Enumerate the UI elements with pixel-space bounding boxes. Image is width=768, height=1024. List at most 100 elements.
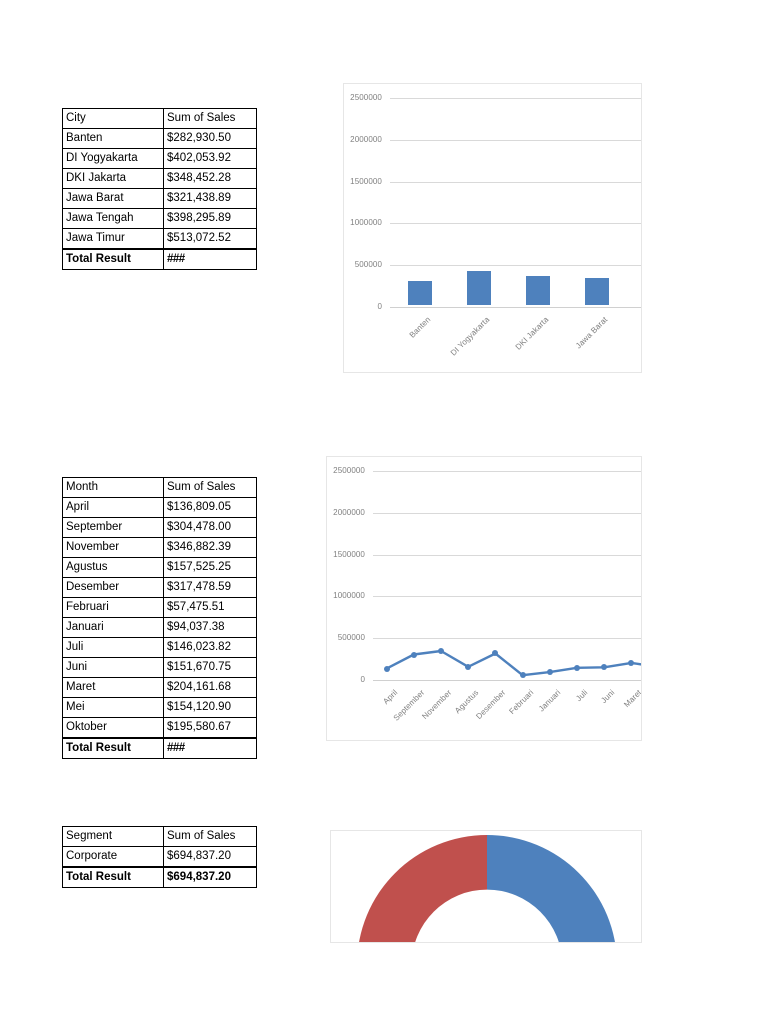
y-axis-tick-label: 2500000 — [333, 466, 365, 475]
currency-symbol: $ — [167, 521, 174, 533]
cell-amount: $57,475.51 — [163, 597, 257, 618]
y-axis-tick-label: 0 — [360, 675, 365, 684]
data-point-marker — [410, 651, 417, 658]
gridline — [390, 265, 641, 266]
doughnut-chart-segment[interactable] — [330, 830, 642, 943]
y-axis-tick-label: 0 — [377, 302, 382, 311]
cell-label: Juni — [62, 657, 164, 678]
column-header-segment: Segment — [62, 826, 164, 847]
table-header-row: City Sum of Sales — [62, 108, 257, 129]
table-total-row: Total Result ### — [62, 248, 257, 270]
y-axis-tick-label: 1000000 — [350, 218, 382, 228]
currency-symbol: $ — [167, 561, 174, 573]
table-row: Februari $57,475.51 — [62, 597, 257, 618]
currency-symbol: $ — [167, 232, 174, 244]
cell-label: Maret — [62, 677, 164, 698]
amount-value: 346,882.39 — [173, 541, 231, 553]
currency-symbol: $ — [167, 621, 174, 633]
amount-value: 304,478.00 — [173, 521, 231, 533]
total-amount: $694,837.20 — [163, 866, 257, 888]
cell-amount: $195,580.67 — [163, 717, 257, 739]
bar-chart-plot-area: 0 500000 1000000 1500000 2000000 2500000 Bante… — [344, 84, 641, 372]
cell-amount: $321,438.89 — [163, 188, 257, 209]
axis-line-zero — [390, 307, 641, 308]
cell-label: Juli — [62, 637, 164, 658]
data-point-marker — [438, 648, 444, 654]
cell-label: Februari — [62, 597, 164, 618]
bar — [408, 281, 432, 305]
y-axis-tick-label: 2000000 — [350, 134, 382, 144]
amount-value: 157,525.25 — [173, 561, 231, 573]
cell-label: DKI Jakarta — [62, 168, 164, 189]
doughnut-slice — [487, 835, 615, 942]
amount-value: 282,930.50 — [173, 132, 231, 144]
table-row: September $304,478.00 — [62, 517, 257, 538]
gridline — [390, 98, 641, 99]
line-series-path — [385, 649, 641, 677]
doughnut-slices — [359, 835, 615, 942]
column-header-month: Month — [62, 477, 164, 498]
axis-line-zero — [373, 680, 641, 681]
currency-symbol: $ — [167, 850, 174, 862]
x-axis-tick-label: DI Yogyakarta — [448, 315, 491, 358]
currency-symbol: $ — [167, 192, 174, 204]
data-point-marker — [383, 665, 390, 672]
y-axis-tick-label: 1500000 — [333, 549, 365, 559]
amount-value: 694,837.20 — [173, 850, 231, 862]
total-label: Total Result — [62, 866, 164, 888]
currency-symbol: $ — [167, 641, 174, 653]
table-row: Banten $282,930.50 — [62, 128, 257, 149]
cell-amount: $513,072.52 — [163, 228, 257, 250]
gridline — [373, 471, 641, 472]
doughnut-chart-plot-area — [357, 835, 617, 942]
table-row: April $136,809.05 — [62, 497, 257, 518]
amount-value: 94,037.38 — [173, 621, 225, 633]
currency-symbol: $ — [167, 581, 174, 593]
line-chart-month[interactable]: 0 500000 1000000 1500000 2000000 2500000 April… — [326, 456, 642, 741]
table-total-row: Total Result ### — [62, 737, 257, 759]
cell-amount: $154,120.90 — [163, 697, 257, 718]
y-axis-tick-label: 1000000 — [333, 591, 365, 601]
table-row: Jawa Tengah $398,295.89 — [62, 208, 257, 229]
currency-symbol: $ — [167, 501, 174, 513]
cell-label: September — [62, 517, 164, 538]
amount-value: 195,580.67 — [173, 721, 231, 733]
currency-symbol: $ — [167, 871, 174, 883]
total-amount: ### — [163, 737, 257, 759]
cell-amount: $146,023.82 — [163, 637, 257, 658]
currency-symbol: $ — [167, 152, 174, 164]
data-point-marker — [601, 664, 608, 671]
gridline — [373, 638, 641, 639]
cell-label: Oktober — [62, 717, 164, 739]
cell-amount: $348,452.28 — [163, 168, 257, 189]
cell-label: Januari — [62, 617, 164, 638]
cell-amount: $136,809.05 — [163, 497, 257, 518]
bar-chart-city[interactable]: 0 500000 1000000 1500000 2000000 2500000 Bante… — [343, 83, 642, 373]
table-row: Oktober $195,580.67 — [62, 717, 257, 739]
cell-amount: $317,478.59 — [163, 577, 257, 598]
cell-amount: $346,882.39 — [163, 537, 257, 558]
table-total-row: Total Result $694,837.20 — [62, 866, 257, 888]
table-row: Juli $146,023.82 — [62, 637, 257, 658]
table-row: Juni $151,670.75 — [62, 657, 257, 678]
table-row: Januari $94,037.38 — [62, 617, 257, 638]
bar — [585, 278, 609, 305]
column-header-sum-of-sales: Sum of Sales — [163, 477, 257, 498]
total-amount: ### — [163, 248, 257, 270]
data-point-marker — [492, 650, 499, 657]
cell-amount: $151,670.75 — [163, 657, 257, 678]
amount-value: 398,295.89 — [173, 212, 231, 224]
cell-label: Jawa Barat — [62, 188, 164, 209]
column-header-sum-of-sales: Sum of Sales — [163, 108, 257, 129]
amount-value: 57,475.51 — [173, 601, 225, 613]
y-axis-tick-label: 1500000 — [350, 176, 382, 186]
gridline — [390, 182, 641, 183]
currency-symbol: $ — [167, 212, 174, 224]
amount-value: 136,809.05 — [173, 501, 231, 513]
cell-amount: $304,478.00 — [163, 517, 257, 538]
column-header-sum-of-sales: Sum of Sales — [163, 826, 257, 847]
x-axis-tick-label: Banten — [407, 315, 432, 340]
table-row: Desember $317,478.59 — [62, 577, 257, 598]
table-row: Jawa Barat $321,438.89 — [62, 188, 257, 209]
currency-symbol: $ — [167, 681, 174, 693]
